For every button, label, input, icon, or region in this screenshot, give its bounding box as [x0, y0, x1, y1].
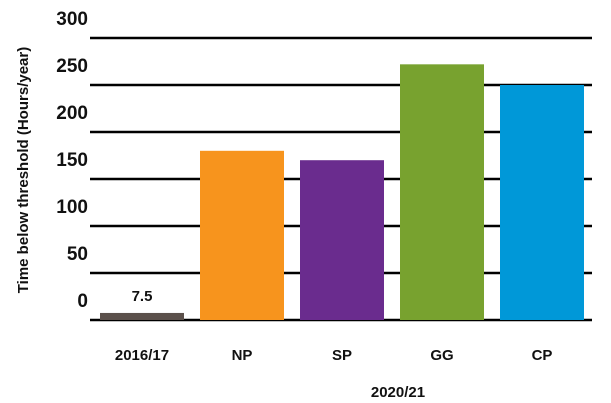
y-axis-label: Time below threshold (Hours/year)	[15, 47, 32, 293]
y-tick-label: 0	[77, 291, 88, 312]
y-tick-label: 100	[56, 197, 88, 218]
y-tick-label: 300	[56, 9, 88, 30]
y-tick-label: 150	[56, 150, 88, 171]
y-tick-label: 250	[56, 56, 88, 77]
x-tick-label: CP	[532, 347, 553, 364]
x-tick-label: GG	[430, 347, 453, 364]
bar	[200, 150, 284, 320]
data-label: 7.5	[132, 288, 153, 305]
bar	[400, 64, 484, 320]
y-tick-label: 200	[56, 103, 88, 124]
x-group-label: 2020/21	[371, 384, 425, 401]
x-tick-label: SP	[332, 347, 352, 364]
bar	[500, 85, 584, 320]
bar	[100, 312, 184, 320]
y-tick-label: 50	[67, 244, 88, 265]
x-tick-label: NP	[232, 347, 253, 364]
x-tick-label: 2016/17	[115, 347, 169, 364]
bar	[300, 160, 384, 320]
